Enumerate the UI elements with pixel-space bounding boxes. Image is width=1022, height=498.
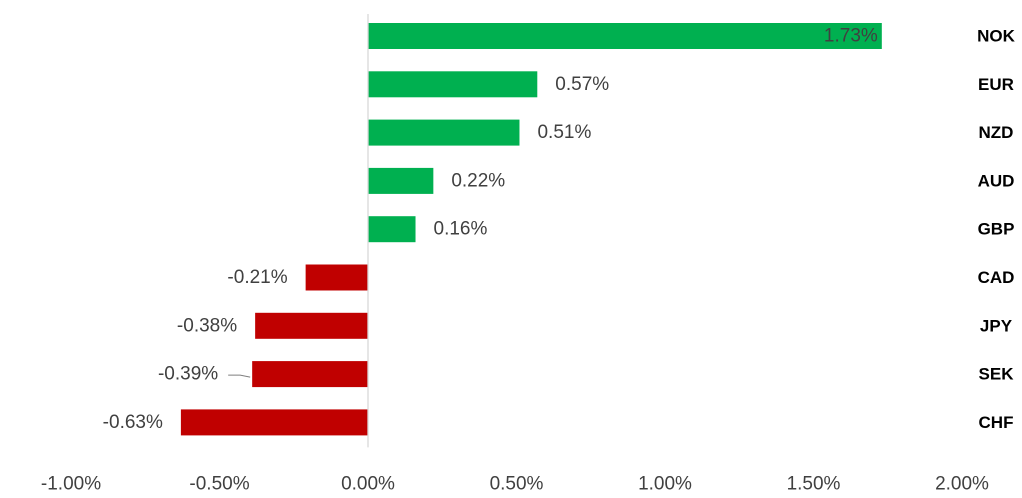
bar-chf <box>180 409 368 436</box>
category-label-sek: SEK <box>979 365 1015 384</box>
bar-eur <box>368 71 538 98</box>
bar-jpy <box>255 312 368 339</box>
category-label-cad: CAD <box>978 268 1015 287</box>
category-label-chf: CHF <box>979 413 1014 432</box>
x-tick-label-2: 0.00% <box>341 474 395 495</box>
value-label-nzd: 0.51% <box>537 122 591 143</box>
x-tick-label-5: 1.50% <box>787 474 841 495</box>
value-label-cad: -0.21% <box>227 267 287 288</box>
category-label-nzd: NZD <box>979 123 1014 142</box>
category-label-jpy: JPY <box>980 316 1013 335</box>
bar-cad <box>305 264 368 291</box>
bar-gbp <box>368 216 416 243</box>
value-label-eur: 0.57% <box>555 74 609 95</box>
category-label-aud: AUD <box>978 171 1015 190</box>
value-label-aud: 0.22% <box>451 170 505 191</box>
x-tick-label-1: -0.50% <box>189 474 249 495</box>
x-tick-label-3: 0.50% <box>490 474 544 495</box>
bar-nzd <box>368 119 520 146</box>
x-tick-label-6: 2.00% <box>935 474 989 495</box>
value-labels-group: 1.73% 0.57% 0.51% 0.22% 0.16% -0.21% -0.38% -0.… <box>103 26 878 433</box>
bar-sek <box>252 361 368 388</box>
category-labels-group: NOK EUR NZD AUD GBP CAD JPY SEK CHF <box>977 27 1016 432</box>
category-label-gbp: GBP <box>978 220 1015 239</box>
x-tick-labels-group: -1.00% -0.50% 0.00% 0.50% 1.00% 1.50% 2.00% <box>41 474 989 495</box>
value-label-jpy: -0.38% <box>177 315 237 336</box>
value-label-sek: -0.39% <box>158 364 218 385</box>
bars-group <box>180 23 882 436</box>
category-label-nok: NOK <box>977 27 1016 46</box>
leader-line-sek <box>228 374 251 378</box>
value-label-chf: -0.63% <box>103 412 163 433</box>
category-label-eur: EUR <box>978 75 1014 94</box>
value-label-nok: 1.73% <box>824 26 878 47</box>
x-tick-label-0: -1.00% <box>41 474 101 495</box>
bar-nok <box>368 23 882 49</box>
x-tick-label-4: 1.00% <box>638 474 692 495</box>
bar-aud <box>368 167 434 194</box>
value-label-gbp: 0.16% <box>434 219 488 240</box>
